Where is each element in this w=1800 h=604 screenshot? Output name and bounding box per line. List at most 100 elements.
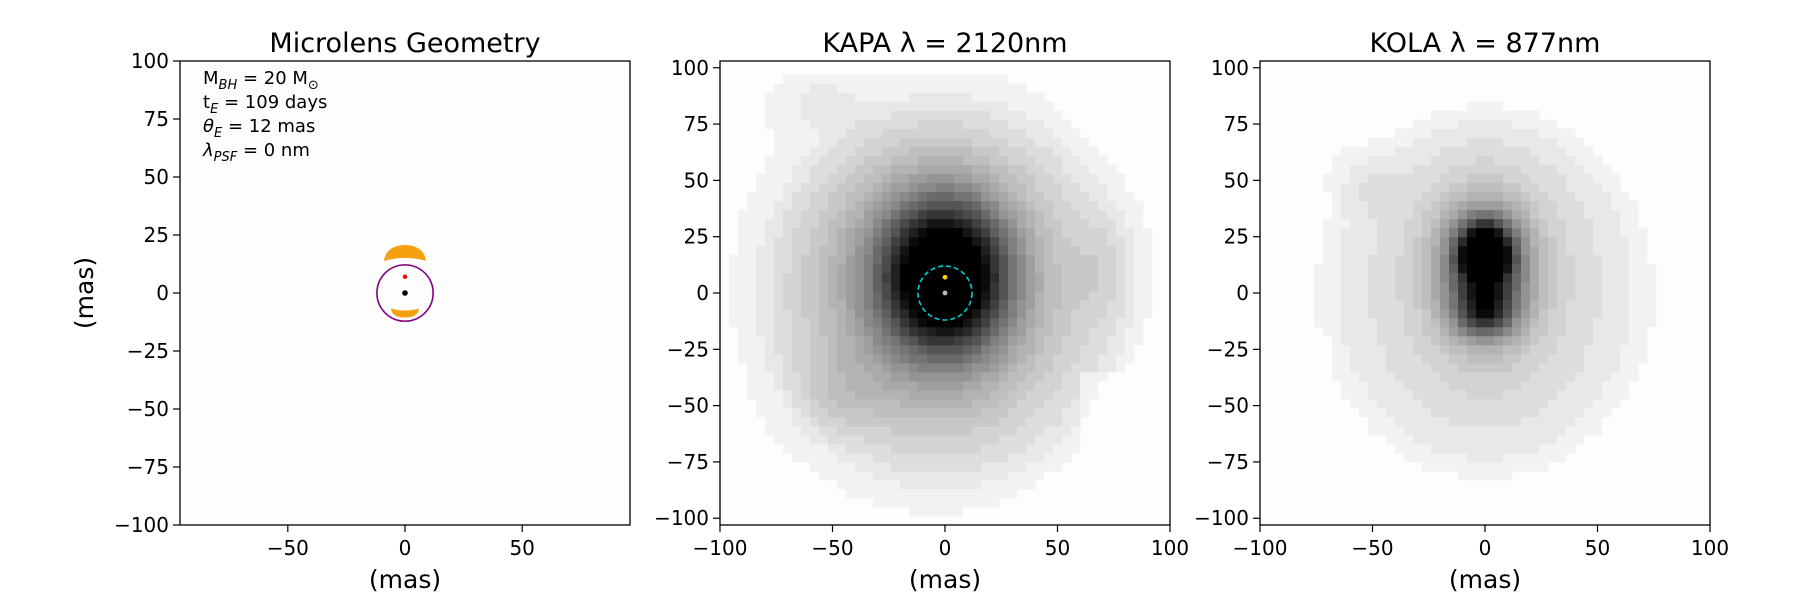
heatmap-cell	[1089, 371, 1099, 382]
heatmap-cell	[1377, 425, 1387, 436]
heatmap-cell	[810, 236, 820, 247]
heatmap-cell	[756, 317, 766, 328]
heatmap-cell	[738, 218, 748, 229]
heatmap-cell	[981, 254, 991, 265]
heatmap-cell	[1593, 299, 1603, 310]
heatmap-cell	[882, 380, 892, 391]
heatmap-cell	[954, 380, 964, 391]
heatmap-cell	[801, 263, 811, 274]
heatmap-cell	[1116, 272, 1126, 283]
heatmap-cell	[1116, 236, 1126, 247]
heatmap-cell	[981, 398, 991, 409]
heatmap-cell	[1368, 407, 1378, 418]
heatmap-cell	[1548, 299, 1558, 310]
heatmap-cell	[819, 155, 829, 166]
heatmap-cell	[1116, 173, 1126, 184]
heatmap-cell	[1071, 272, 1081, 283]
heatmap-cell	[1530, 362, 1540, 373]
heatmap-cell	[855, 92, 865, 103]
heatmap-cell	[846, 101, 856, 112]
heatmap-cell	[1053, 173, 1063, 184]
heatmap-cell	[891, 155, 901, 166]
heatmap-cell	[864, 146, 874, 157]
heatmap-cell	[792, 398, 802, 409]
heatmap-cell	[981, 434, 991, 445]
heatmap-cell	[1386, 218, 1396, 229]
heatmap-cell	[1548, 362, 1558, 373]
x-tick-label: 0	[399, 536, 412, 560]
heatmap-cell	[1458, 335, 1468, 346]
heatmap-cell	[846, 416, 856, 427]
heatmap-cell	[828, 398, 838, 409]
heatmap-cell	[846, 83, 856, 94]
heatmap-cell	[909, 254, 919, 265]
heatmap-cell	[864, 398, 874, 409]
heatmap-cell	[792, 218, 802, 229]
heatmap-cell	[1575, 155, 1585, 166]
heatmap-cell	[774, 326, 784, 337]
heatmap-cell	[1503, 272, 1513, 283]
heatmap-cell	[1350, 371, 1360, 382]
heatmap-cell	[1557, 407, 1567, 418]
heatmap-cell	[972, 236, 982, 247]
heatmap-cell	[999, 173, 1009, 184]
heatmap-cell	[1008, 236, 1018, 247]
heatmap-cell	[909, 263, 919, 274]
heatmap-cell	[963, 380, 973, 391]
heatmap-cell	[855, 137, 865, 148]
heatmap-cell	[990, 236, 1000, 247]
heatmap-cell	[1530, 371, 1540, 382]
heatmap-cell	[747, 317, 757, 328]
heatmap-cell	[1476, 272, 1486, 283]
heatmap-cell	[1413, 434, 1423, 445]
heatmap-cell	[1602, 254, 1612, 265]
heatmap-cell	[1035, 173, 1045, 184]
heatmap-cell	[1431, 290, 1441, 301]
heatmap-cell	[1044, 281, 1054, 292]
heatmap-cell	[909, 218, 919, 229]
heatmap-cell	[1143, 299, 1153, 310]
heatmap-cell	[981, 137, 991, 148]
heatmap-cell	[909, 119, 919, 130]
heatmap-cell	[900, 200, 910, 211]
heatmap-cell	[1071, 398, 1081, 409]
heatmap-cell	[765, 362, 775, 373]
heatmap-cell	[1458, 461, 1468, 472]
psf-heatmap	[1314, 101, 1657, 481]
heatmap-cell	[1449, 137, 1459, 148]
heatmap-cell	[1485, 389, 1495, 400]
heatmap-cell	[927, 146, 937, 157]
heatmap-cell	[1377, 164, 1387, 175]
heatmap-cell	[1062, 200, 1072, 211]
heatmap-cell	[855, 191, 865, 202]
heatmap-cell	[1413, 308, 1423, 319]
heatmap-cell	[1368, 245, 1378, 256]
heatmap-cell	[810, 317, 820, 328]
heatmap-cell	[1530, 254, 1540, 265]
heatmap-cell	[837, 254, 847, 265]
heatmap-cell	[1413, 335, 1423, 346]
heatmap-cell	[1440, 281, 1450, 292]
heatmap-cell	[963, 461, 973, 472]
heatmap-cell	[765, 92, 775, 103]
heatmap-cell	[1458, 407, 1468, 418]
heatmap-cell	[783, 425, 793, 436]
heatmap-cell	[1404, 272, 1414, 283]
heatmap-cell	[1116, 362, 1126, 373]
heatmap-cell	[963, 164, 973, 175]
y-tick-label: −25	[127, 339, 169, 363]
heatmap-cell	[1377, 191, 1387, 202]
heatmap-cell	[864, 92, 874, 103]
annotation-subscript: PSF	[214, 150, 238, 165]
heatmap-cell	[954, 389, 964, 400]
heatmap-cell	[1548, 227, 1558, 238]
heatmap-cell	[864, 308, 874, 319]
heatmap-cell	[1422, 236, 1432, 247]
heatmap-cell	[1431, 218, 1441, 229]
heatmap-cell	[1521, 362, 1531, 373]
heatmap-cell	[1386, 191, 1396, 202]
heatmap-cell	[1449, 236, 1459, 247]
heatmap-cell	[819, 281, 829, 292]
heatmap-cell	[1539, 416, 1549, 427]
heatmap-cell	[1143, 254, 1153, 265]
